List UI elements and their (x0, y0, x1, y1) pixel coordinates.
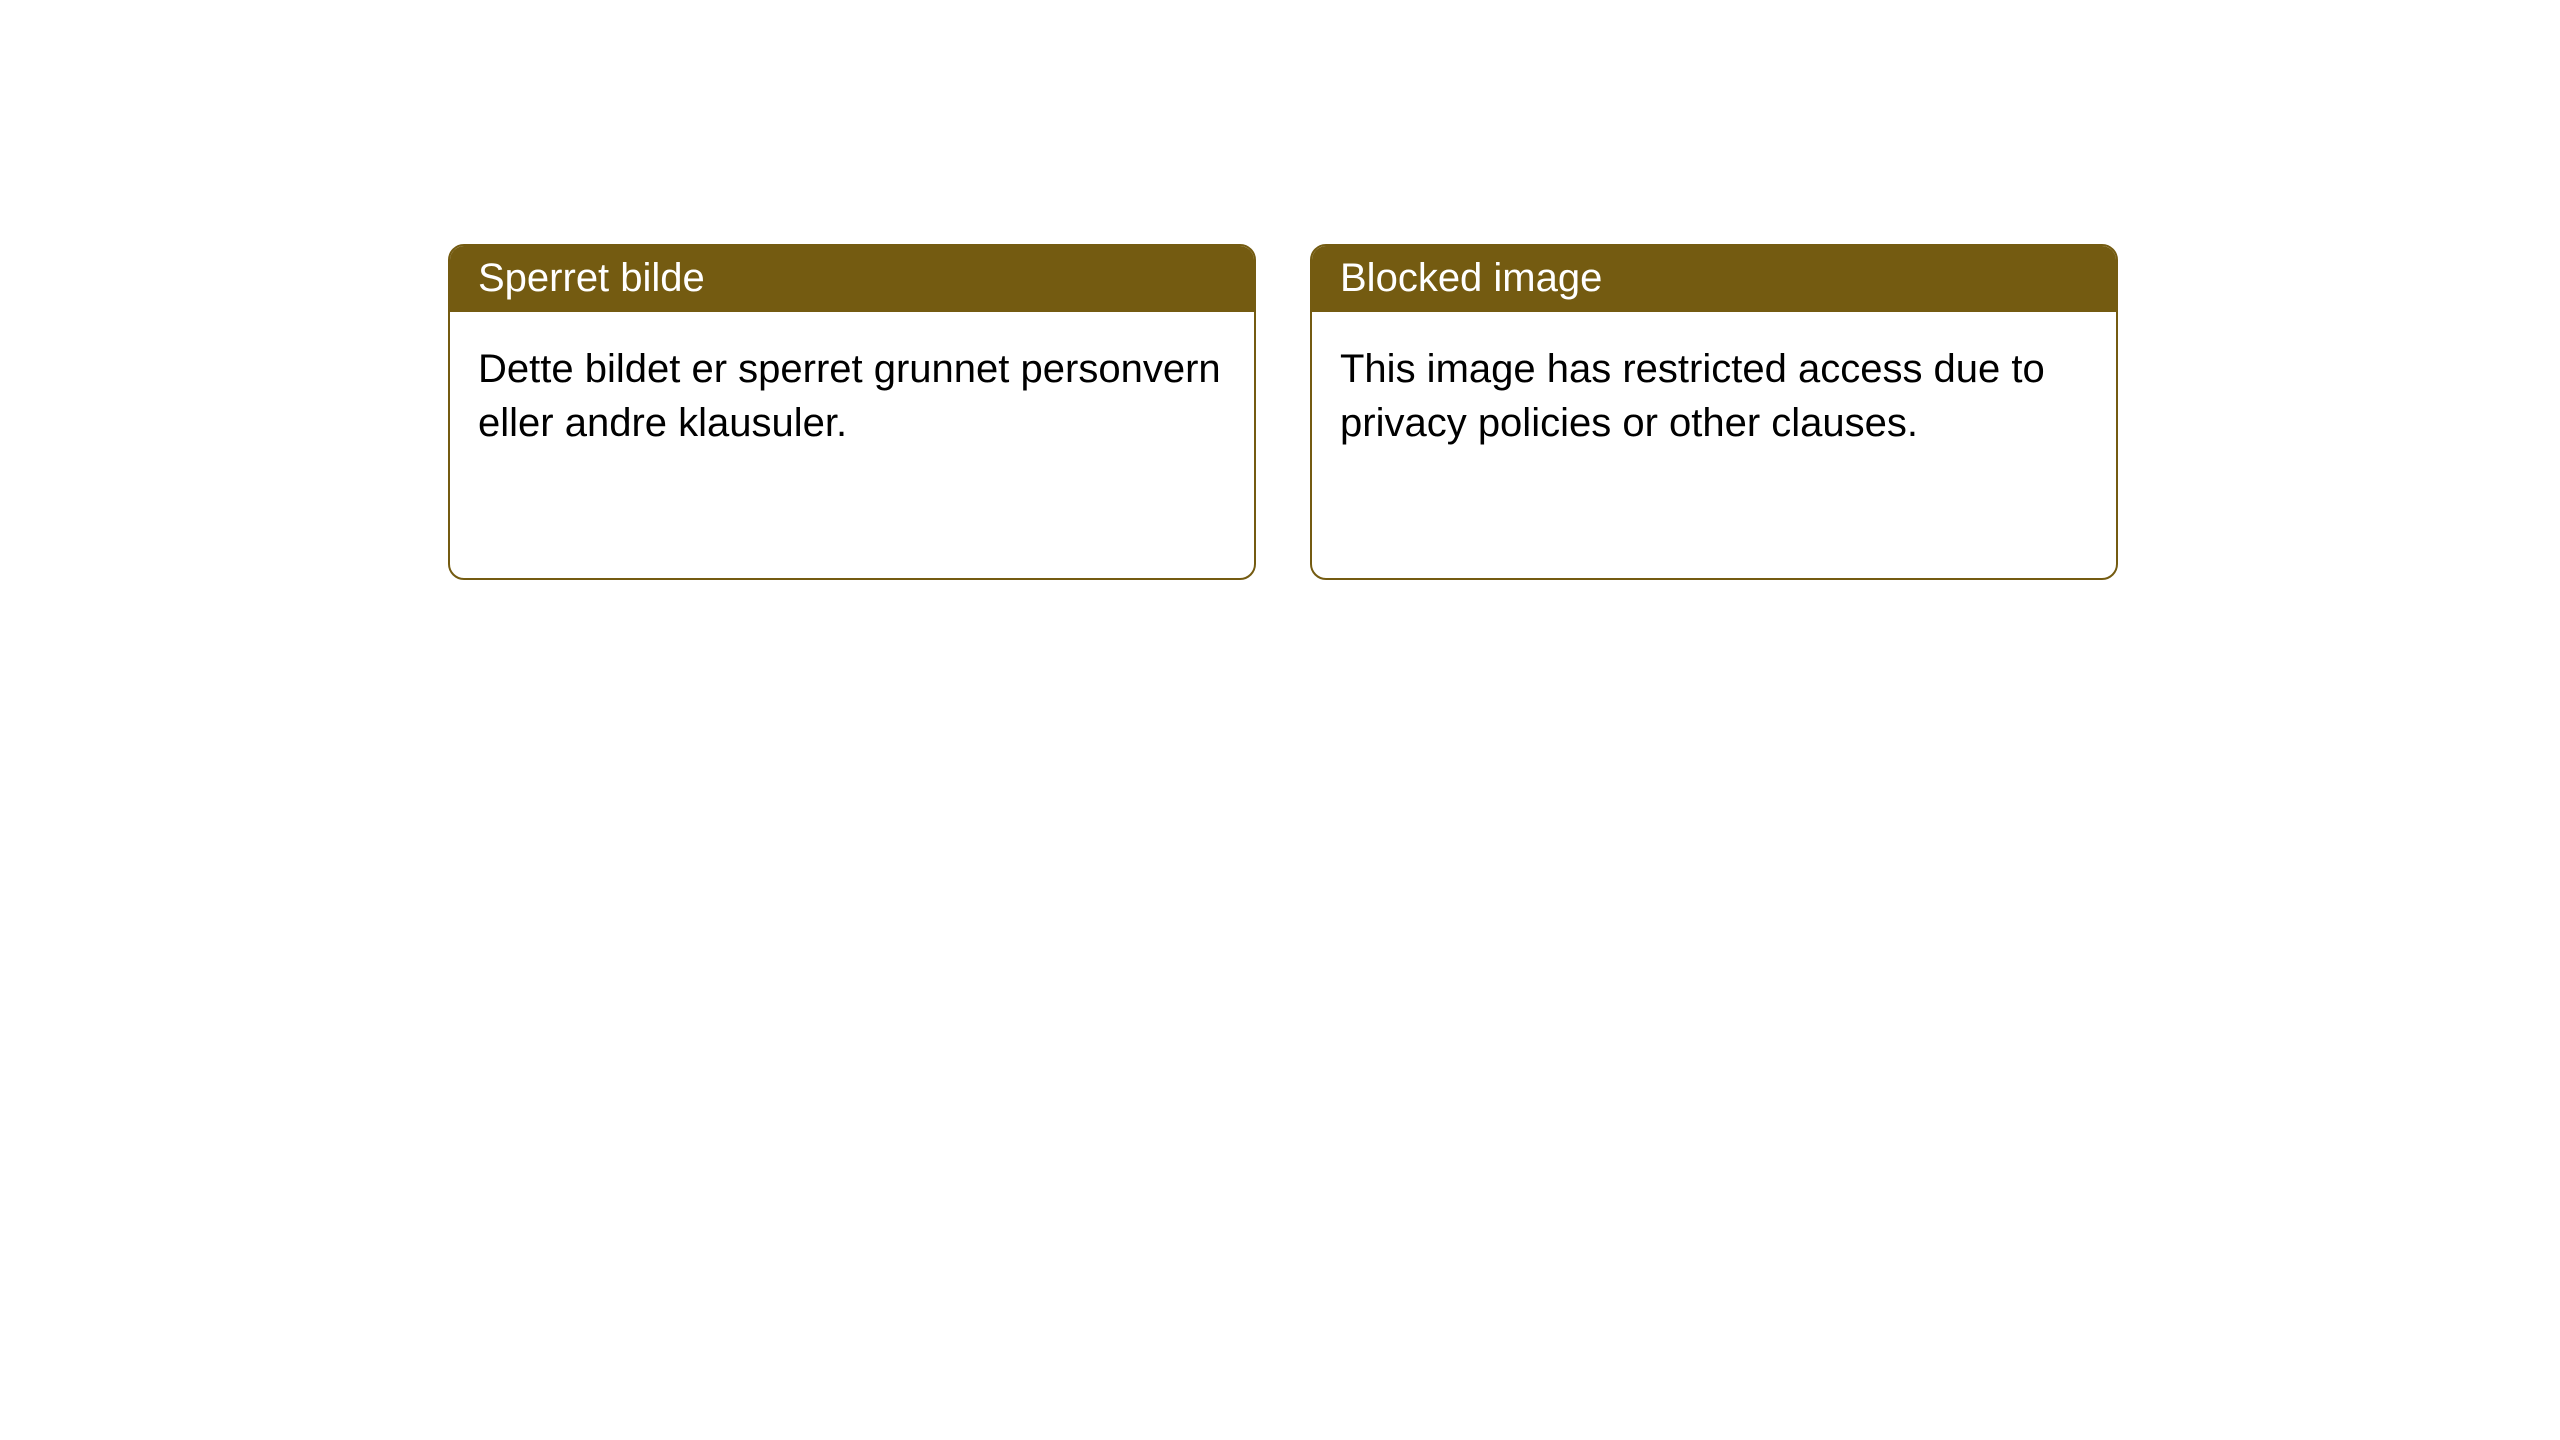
card-header: Blocked image (1312, 246, 2116, 312)
card-title: Blocked image (1340, 256, 1602, 300)
notice-card-english: Blocked image This image has restricted … (1310, 244, 2118, 580)
notice-cards-container: Sperret bilde Dette bildet er sperret gr… (448, 244, 2560, 580)
card-body: Dette bildet er sperret grunnet personve… (450, 312, 1254, 480)
card-body-text: This image has restricted access due to … (1340, 347, 2045, 445)
card-body-text: Dette bildet er sperret grunnet personve… (478, 347, 1221, 445)
notice-card-norwegian: Sperret bilde Dette bildet er sperret gr… (448, 244, 1256, 580)
card-body: This image has restricted access due to … (1312, 312, 2116, 480)
card-title: Sperret bilde (478, 256, 705, 300)
card-header: Sperret bilde (450, 246, 1254, 312)
